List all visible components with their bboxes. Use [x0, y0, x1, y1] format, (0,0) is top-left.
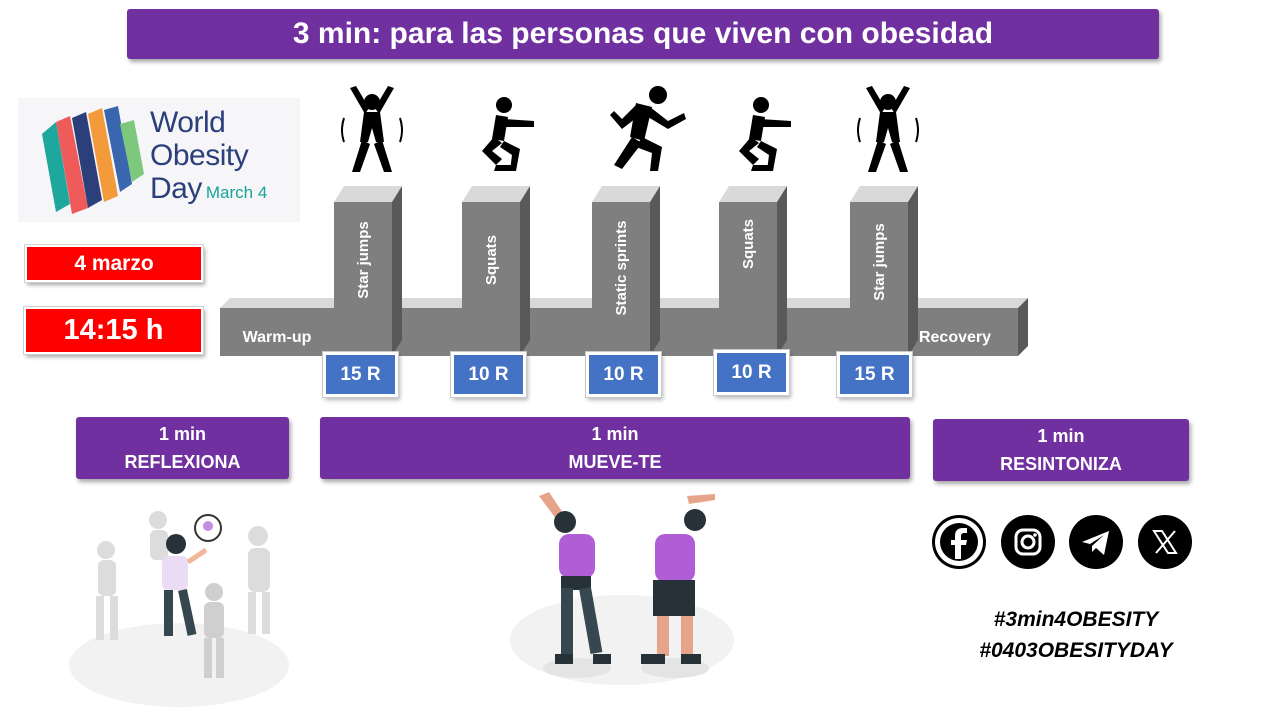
person-walking: [162, 534, 208, 636]
star-jump-icon: [857, 86, 919, 172]
event-date: 4 marzo: [24, 244, 204, 283]
phase-time: 1 min: [591, 424, 639, 444]
logo-date: March 4: [205, 183, 268, 202]
exercise-label-1: Star jumps: [355, 221, 372, 299]
logo-line-3: Day: [150, 172, 202, 205]
block-1: [334, 186, 402, 356]
telegram-icon[interactable]: [1069, 515, 1123, 569]
logo-line-2: Obesity: [150, 139, 249, 172]
phase-label: RESINTONIZA: [1000, 454, 1122, 474]
hashtag-1: #3min4OBESITY: [993, 608, 1159, 631]
phase-mueve-te: 1 min MUEVE-TE: [320, 417, 910, 479]
woman-stretching: [539, 492, 611, 664]
facebook-icon[interactable]: [932, 515, 986, 569]
block-3: [592, 186, 660, 356]
phase-reflexiona: 1 min REFLEXIONA: [76, 417, 289, 479]
instagram-icon[interactable]: [1001, 515, 1055, 569]
reps-badge-4: 10 R: [713, 349, 790, 396]
squat-icon: [482, 97, 534, 171]
phase-label: REFLEXIONA: [124, 452, 241, 472]
reps-badge-1: 15 R: [322, 351, 399, 398]
warmup-label: Warm-up: [243, 329, 312, 346]
reps-badge-2: 10 R: [450, 351, 527, 398]
world-obesity-day-logo: World Obesity Day March 4: [18, 98, 300, 222]
event-time: 14:15 h: [23, 306, 204, 355]
reflection-illustration: [69, 511, 289, 707]
phase-label: MUEVE-TE: [568, 452, 662, 472]
exercise-label-2: Squats: [483, 235, 500, 285]
exercise-label-3: Static sprints: [613, 220, 630, 315]
logo-line-1: World: [150, 106, 226, 139]
block-4: [719, 186, 787, 356]
phase-time: 1 min: [1037, 426, 1085, 446]
exercise-label-5: Star jumps: [871, 223, 888, 301]
logo-wordmark: World Obesity Day March 4: [150, 106, 267, 209]
exercise-staircase: Warm-up Recovery Star jumps Squats Stati…: [220, 86, 1028, 356]
recovery-label: Recovery: [919, 329, 991, 346]
star-jump-icon: [341, 86, 403, 172]
sprint-icon: [610, 86, 686, 171]
exercise-illustration: [510, 492, 734, 685]
reps-badge-3: 10 R: [585, 351, 662, 398]
block-5: [850, 186, 918, 356]
reps-badge-5: 15 R: [836, 351, 913, 398]
hashtags: #3min4OBESITY #0403OBESITYDAY: [960, 604, 1192, 666]
man-stretching: [641, 494, 715, 664]
phase-time: 1 min: [158, 424, 206, 444]
lightbulb-icon: [203, 521, 213, 531]
x-icon[interactable]: [1138, 515, 1192, 569]
block-2: [462, 186, 530, 356]
hashtag-2: #0403OBESITYDAY: [979, 639, 1173, 662]
exercise-label-4: Squats: [740, 219, 757, 269]
phase-resintoniza: 1 min RESINTONIZA: [933, 419, 1189, 481]
logo-mark-icon: [42, 106, 144, 214]
squat-icon: [739, 97, 791, 171]
page-title: 3 min: para las personas que viven con o…: [127, 9, 1159, 59]
